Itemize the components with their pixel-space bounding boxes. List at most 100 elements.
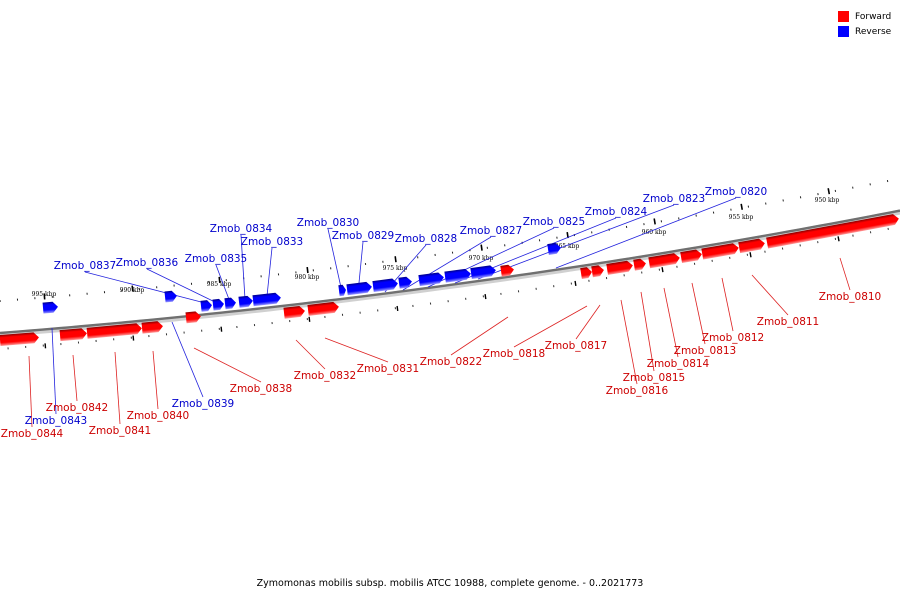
- gene-label[interactable]: Zmob_0814: [647, 358, 710, 370]
- gene-zmob-0844[interactable]: [0, 332, 39, 347]
- gene-label[interactable]: Zmob_0840: [127, 410, 189, 422]
- inner-minor-tick: [165, 333, 168, 336]
- gene-label[interactable]: Zmob_0820: [705, 186, 767, 198]
- gene-label[interactable]: Zmob_0839: [172, 398, 234, 410]
- gene-zmob-0837[interactable]: [200, 300, 212, 312]
- gene-label[interactable]: Zmob_0813: [674, 345, 736, 357]
- gene-label[interactable]: Zmob_0842: [46, 402, 108, 414]
- minor-tick: [591, 231, 593, 234]
- gene-zmob-0817[interactable]: [591, 265, 605, 278]
- gene-label[interactable]: Zmob_0818: [483, 348, 545, 360]
- gene-label[interactable]: Zmob_0829: [332, 230, 394, 242]
- gene-label[interactable]: Zmob_0811: [757, 316, 819, 328]
- inner-minor-tick: [605, 277, 608, 280]
- major-tick: [480, 244, 483, 251]
- gene-zmob-0842[interactable]: [59, 328, 88, 342]
- gene-label[interactable]: Zmob_0841: [89, 425, 151, 437]
- inner-minor-tick: [7, 347, 9, 350]
- gene-label[interactable]: Zmob_0822: [420, 356, 482, 368]
- gene-label[interactable]: Zmob_0815: [623, 372, 685, 384]
- minor-tick: [260, 275, 262, 278]
- gene-label[interactable]: Zmob_0835: [185, 253, 247, 265]
- gene-zmob-0830[interactable]: [338, 284, 346, 297]
- inner-minor-tick: [324, 315, 326, 319]
- inner-minor-tick: [852, 234, 854, 237]
- minor-tick: [486, 246, 488, 249]
- gene-zmob-0841[interactable]: [86, 323, 143, 339]
- gene-zmob-0810[interactable]: [766, 213, 900, 249]
- major-tick: [566, 232, 569, 239]
- minor-tick: [782, 199, 784, 202]
- label-leader: [215, 264, 231, 303]
- gene-zmob-0840[interactable]: [141, 321, 164, 334]
- gene-label[interactable]: Zmob_0830: [297, 217, 359, 229]
- gene-label[interactable]: Zmob_0838: [230, 383, 292, 395]
- gene-zmob-0824[interactable]: [444, 268, 471, 283]
- gene-zmob-0835[interactable]: [224, 297, 236, 310]
- label-leader: [114, 351, 121, 425]
- gene-label[interactable]: Zmob_0827: [460, 225, 522, 237]
- gene-zmob-0820[interactable]: [547, 242, 561, 255]
- gene-label[interactable]: Zmob_0825: [523, 216, 585, 228]
- gene-zmob-0812[interactable]: [701, 242, 739, 260]
- gene-zmob-0822[interactable]: [500, 264, 514, 277]
- gene-label[interactable]: Zmob_0843: [25, 415, 87, 427]
- gene-zmob-0823[interactable]: [470, 265, 496, 280]
- inner-tick: [574, 280, 577, 286]
- inner-minor-tick: [253, 324, 256, 327]
- label-leader: [663, 287, 679, 358]
- label-leader: [555, 197, 737, 269]
- minor-tick: [190, 282, 193, 285]
- gene-zmob-0816[interactable]: [606, 260, 633, 275]
- gene-zmob-0813[interactable]: [680, 249, 703, 263]
- gene-label[interactable]: Zmob_0810: [819, 291, 881, 303]
- gene-zmob-0834[interactable]: [238, 295, 253, 308]
- inner-minor-tick: [289, 320, 291, 323]
- gene-label[interactable]: Zmob_0824: [585, 206, 648, 218]
- gene-zmob-0825[interactable]: [418, 272, 444, 287]
- gene-label[interactable]: Zmob_0834: [210, 223, 273, 235]
- gene-label[interactable]: Zmob_0831: [357, 363, 419, 375]
- gene-zmob-0827[interactable]: [398, 276, 412, 289]
- gene-label[interactable]: Zmob_0836: [116, 257, 179, 269]
- gene-zmob-0829[interactable]: [346, 281, 372, 296]
- gene-label[interactable]: Zmob_0833: [241, 236, 303, 248]
- gene-zmob-0815[interactable]: [633, 258, 647, 271]
- label-leader: [193, 347, 262, 383]
- gene-zmob-0828[interactable]: [372, 278, 398, 293]
- inner-minor-tick: [377, 309, 379, 312]
- inner-minor-tick: [394, 307, 396, 310]
- gene-zmob-0831[interactable]: [307, 301, 339, 316]
- gene-label[interactable]: Zmob_0816: [606, 385, 669, 397]
- label-leader: [324, 337, 389, 363]
- minor-tick: [417, 256, 419, 259]
- gene-zmob-0818[interactable]: [580, 266, 593, 279]
- gene-zmob-0832[interactable]: [283, 305, 305, 319]
- major-tick: [653, 218, 656, 225]
- gene-label[interactable]: Zmob_0832: [294, 370, 356, 382]
- gene-zmob-0811[interactable]: [738, 238, 766, 254]
- gene-label[interactable]: Zmob_0823: [643, 193, 705, 205]
- inner-minor-tick: [25, 345, 27, 349]
- gene-zmob-0836[interactable]: [212, 298, 224, 311]
- inner-minor-tick: [570, 282, 572, 285]
- legend-label-reverse: Reverse: [855, 26, 892, 37]
- minor-tick: [34, 297, 36, 300]
- minor-tick: [330, 267, 332, 270]
- minor-tick: [834, 189, 837, 192]
- major-tick: [218, 276, 221, 283]
- gene-label[interactable]: Zmob_0844: [1, 428, 64, 440]
- gene-label[interactable]: Zmob_0837: [54, 260, 116, 272]
- minor-tick: [451, 251, 454, 254]
- gene-zmob-0843[interactable]: [42, 301, 59, 314]
- gene-label[interactable]: Zmob_0817: [545, 340, 607, 352]
- minor-tick: [312, 269, 314, 272]
- gene-zmob-0839[interactable]: [164, 290, 177, 303]
- tick-label: 950 kbp: [815, 197, 840, 204]
- gene-label[interactable]: Zmob_0828: [395, 233, 457, 245]
- gene-zmob-0833[interactable]: [252, 292, 281, 307]
- gene-label[interactable]: Zmob_0812: [702, 332, 764, 344]
- gene-zmob-0814[interactable]: [648, 252, 680, 269]
- gene-zmob-0838[interactable]: [185, 311, 201, 324]
